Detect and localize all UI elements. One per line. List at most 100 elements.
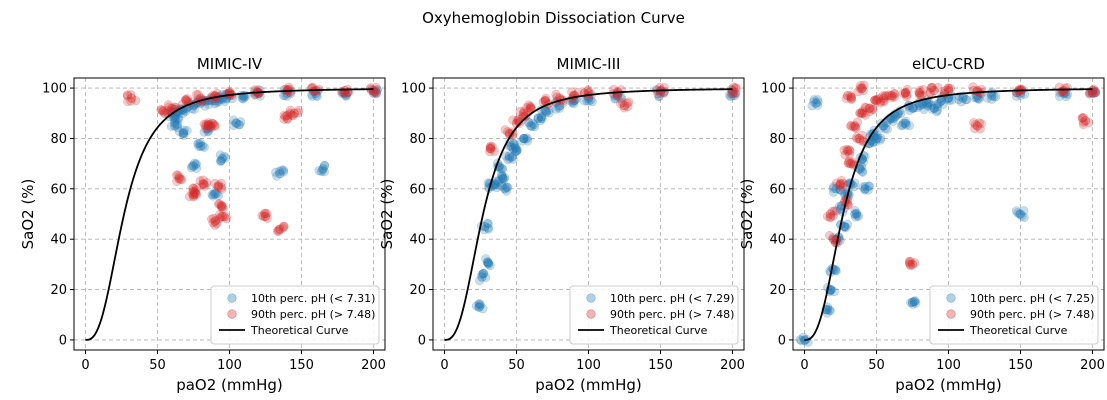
data-point-high-ph [841, 93, 851, 103]
data-point-low-ph [909, 297, 919, 307]
data-point-high-ph [856, 80, 866, 91]
data-point-high-ph [485, 143, 496, 154]
data-point-low-ph [936, 97, 946, 107]
data-point-low-ph [919, 104, 929, 114]
data-point-high-ph [211, 215, 221, 225]
data-point-high-ph [730, 83, 740, 93]
data-point-high-ph [875, 98, 885, 108]
data-point-high-ph [1084, 118, 1094, 128]
y-tick-label: 100 [42, 82, 67, 97]
data-point-low-ph [191, 160, 201, 170]
data-point-high-ph [907, 259, 918, 269]
data-point-high-ph [217, 201, 227, 212]
data-point-high-ph [902, 84, 912, 94]
data-point-low-ph [178, 128, 189, 139]
data-point-high-ph [970, 119, 981, 130]
legend-box [929, 285, 1099, 345]
data-point-low-ph [212, 189, 222, 199]
data-point-high-ph [190, 187, 200, 198]
data-point-high-ph [189, 190, 199, 200]
data-point-low-ph [483, 259, 494, 269]
data-point-high-ph [969, 118, 979, 128]
data-point-high-ph [217, 211, 227, 222]
data-point-high-ph [540, 95, 550, 105]
data-point-low-ph [850, 209, 860, 219]
data-point-low-ph [220, 153, 231, 163]
data-point-low-ph [813, 97, 823, 107]
data-point-high-ph [926, 83, 936, 93]
data-point-high-ph [282, 114, 292, 124]
legend-label: Theoretical Curve [609, 324, 708, 337]
data-point-high-ph [910, 258, 920, 268]
y-tick-label: 20 [50, 283, 67, 298]
data-point-low-ph [474, 299, 484, 310]
data-point-high-ph [512, 115, 522, 125]
data-point-high-ph [371, 82, 381, 92]
data-point-low-ph [215, 156, 226, 166]
data-point-high-ph [199, 119, 209, 129]
legend-swatch-high-ph [946, 309, 956, 319]
data-point-high-ph [214, 214, 224, 224]
data-point-low-ph [497, 169, 507, 180]
data-point-low-ph [888, 116, 898, 126]
data-point-high-ph [730, 88, 740, 98]
legend: 10th perc. pH (< 7.29) 90th perc. pH (> 7… [569, 285, 739, 345]
y-tick-label: 20 [769, 283, 786, 298]
data-point-low-ph [481, 254, 491, 264]
data-point-low-ph [502, 183, 512, 193]
panel-title: MIMIC-IV [197, 55, 263, 73]
data-point-low-ph [479, 268, 489, 278]
y-tick-label: 80 [769, 132, 786, 147]
data-point-low-ph [521, 134, 531, 144]
data-point-high-ph [274, 226, 284, 236]
data-point-high-ph [871, 96, 882, 106]
data-point-low-ph [851, 208, 861, 219]
data-point-high-ph [219, 212, 229, 222]
data-point-low-ph [477, 269, 487, 280]
data-point-high-ph [204, 120, 214, 130]
data-point-low-ph [275, 169, 285, 179]
data-point-low-ph [311, 90, 321, 100]
data-point-low-ph [727, 88, 738, 98]
data-point-high-ph [259, 209, 269, 219]
data-point-low-ph [519, 133, 529, 143]
data-point-low-ph [1012, 91, 1022, 101]
legend-label: Theoretical Curve [250, 324, 349, 337]
data-point-low-ph [982, 93, 992, 103]
x-tick-label: 0 [800, 358, 808, 373]
data-point-low-ph [1090, 88, 1100, 98]
data-point-low-ph [478, 304, 488, 314]
data-point-low-ph [203, 126, 213, 136]
data-point-low-ph [522, 133, 532, 143]
data-point-high-ph [192, 183, 202, 193]
data-point-high-ph [486, 141, 496, 151]
data-point-low-ph [166, 121, 176, 131]
data-point-low-ph [483, 219, 493, 229]
panel-0: 0 50 100 150 200 0 20 40 60 80 100 MIMIC-IV paO2 (mm… [19, 55, 386, 394]
data-point-low-ph [610, 94, 620, 104]
data-point-low-ph [187, 104, 197, 114]
data-point-high-ph [944, 83, 954, 93]
data-point-high-ph [163, 100, 173, 110]
data-point-high-ph [879, 93, 889, 103]
data-point-high-ph [844, 158, 854, 168]
data-point-high-ph [850, 121, 860, 131]
data-point-high-ph [167, 103, 177, 113]
data-point-high-ph [260, 208, 270, 218]
data-point-high-ph [214, 180, 224, 190]
data-point-low-ph [541, 106, 551, 116]
data-point-low-ph [888, 114, 898, 124]
x-tick-label: 150 [648, 358, 673, 373]
data-point-low-ph [483, 258, 493, 268]
data-point-low-ph [910, 296, 920, 306]
data-point-low-ph [231, 118, 241, 128]
data-point-low-ph [932, 107, 942, 117]
data-point-low-ph [174, 126, 184, 136]
data-point-low-ph [477, 272, 487, 282]
data-point-low-ph [961, 95, 971, 105]
data-point-low-ph [277, 165, 287, 175]
data-point-high-ph [828, 211, 838, 221]
data-point-high-ph [489, 146, 499, 156]
data-point-high-ph [857, 108, 867, 118]
data-point-high-ph [617, 97, 627, 108]
